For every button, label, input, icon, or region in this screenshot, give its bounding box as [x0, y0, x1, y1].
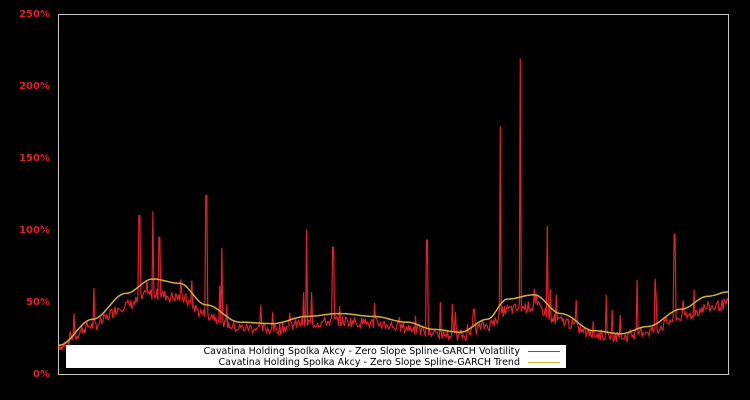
plot-frame	[58, 14, 729, 375]
legend-item-trend: Cavatina Holding Spolka Akcy - Zero Slop…	[218, 357, 560, 368]
legend-label: Cavatina Holding Spolka Akcy - Zero Slop…	[203, 346, 520, 357]
y-tick-label: 0%	[33, 369, 50, 380]
trend-line	[58, 278, 729, 346]
legend-swatch-red	[528, 351, 560, 352]
legend-item-volatility: Cavatina Holding Spolka Akcy - Zero Slop…	[203, 346, 560, 357]
chart-legend: Cavatina Holding Spolka Akcy - Zero Slop…	[66, 345, 566, 368]
y-tick-label: 100%	[19, 225, 50, 236]
volatility-line	[58, 58, 729, 351]
y-tick-label: 250%	[19, 9, 50, 20]
trend-series	[58, 278, 729, 346]
legend-label: Cavatina Holding Spolka Akcy - Zero Slop…	[218, 357, 521, 368]
y-tick-label: 200%	[19, 81, 50, 92]
volatility-series	[58, 58, 729, 351]
y-tick-label: 50%	[26, 297, 50, 308]
legend-swatch-gold	[528, 362, 560, 363]
y-tick-label: 150%	[19, 153, 50, 164]
